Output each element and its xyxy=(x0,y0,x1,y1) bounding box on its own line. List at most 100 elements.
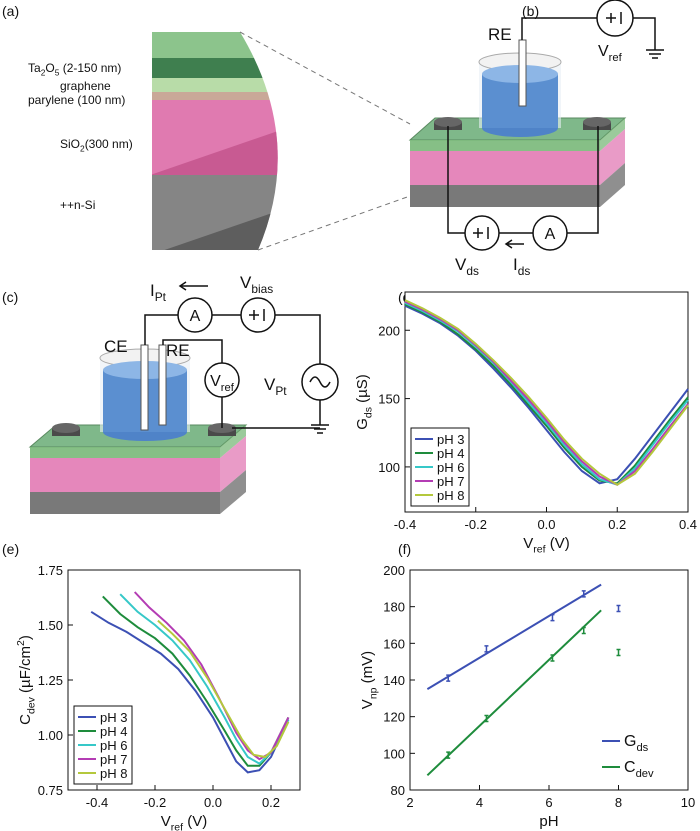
text-segment: (µF/cm xyxy=(17,646,34,697)
plus-sign xyxy=(473,227,489,239)
text-segment: ds xyxy=(363,407,375,418)
text-segment: dev xyxy=(636,768,654,780)
y-tick-label: 160 xyxy=(383,636,405,651)
data-point xyxy=(581,590,586,598)
ammeter-circle xyxy=(177,297,213,333)
text-segment: (mV) xyxy=(359,651,376,688)
electrode-top xyxy=(583,117,611,127)
y-axis-label: Cdev (µF/cm2) xyxy=(15,635,38,725)
ammeter-circle xyxy=(532,215,568,251)
y-axis-label: Gds (µS) xyxy=(354,374,375,430)
text-segment: (V) xyxy=(546,535,570,552)
y-tick-label: 150 xyxy=(378,392,400,407)
text-segment: 2 xyxy=(41,68,46,78)
side-layer xyxy=(220,436,246,492)
x-tick-label: 4 xyxy=(476,795,483,810)
legend-label: pH 8 xyxy=(100,766,127,781)
text-segment: bias xyxy=(251,282,273,296)
y-tick-label: 180 xyxy=(383,600,405,615)
text-segment: V xyxy=(264,375,276,394)
legend-label: pH 7 xyxy=(437,474,464,489)
rod xyxy=(518,39,527,107)
electrode-top xyxy=(52,423,80,433)
wire xyxy=(275,314,321,364)
y-axis-label: Vnp (mV) xyxy=(359,651,380,709)
text-segment: Pt xyxy=(275,384,287,398)
x-tick-label: -0.2 xyxy=(144,795,166,810)
text-segment: (µS) xyxy=(354,374,371,407)
ground xyxy=(311,424,329,434)
vref-label-circle xyxy=(204,362,240,398)
legend-label: pH 4 xyxy=(100,724,127,739)
side-layer xyxy=(220,470,246,514)
layer-label: SiO2(300 nm) xyxy=(60,137,133,154)
re-label: RE xyxy=(488,25,512,44)
layer-stack xyxy=(152,32,278,250)
text-segment: G xyxy=(624,733,636,750)
side-layer xyxy=(600,118,625,151)
text-segment: V xyxy=(161,813,171,830)
y-tick-label: 200 xyxy=(383,563,405,578)
series-line xyxy=(90,610,290,774)
front-layer xyxy=(30,492,220,514)
arrow xyxy=(504,239,524,249)
rod xyxy=(158,344,167,426)
y-tick-label: 200 xyxy=(378,323,400,338)
legend-label: pH 8 xyxy=(437,488,464,503)
layer-label: parylene (100 nm) xyxy=(28,93,125,107)
text-segment: ref xyxy=(171,822,183,831)
data-point xyxy=(446,751,451,759)
ammeter: A xyxy=(545,226,556,243)
text-segment: Pt xyxy=(155,290,167,304)
legend-label: pH 7 xyxy=(100,752,127,767)
series-line xyxy=(404,303,689,485)
x-tick-label: -0.4 xyxy=(86,795,108,810)
side-layer xyxy=(600,129,625,185)
ground xyxy=(646,49,664,59)
text-segment: I xyxy=(150,281,155,300)
data-point xyxy=(550,613,555,622)
wire xyxy=(633,17,656,50)
plot-frame xyxy=(409,569,689,791)
y-tick-label: 80 xyxy=(391,783,405,798)
series-line xyxy=(102,595,290,767)
text-segment: O xyxy=(45,61,54,75)
y-tick-label: 1.75 xyxy=(38,563,63,578)
re-label: RE xyxy=(166,341,190,360)
text-segment: ref xyxy=(533,544,545,556)
ipt-label: IPt xyxy=(150,281,167,304)
panel-label: (b) xyxy=(522,3,539,19)
vref-label: Vref xyxy=(210,373,235,394)
text-segment: ref xyxy=(609,52,623,64)
text-segment: Ta xyxy=(28,61,41,75)
data-point xyxy=(581,626,586,635)
text-segment: ref xyxy=(221,382,235,394)
vref-label: Vref xyxy=(598,43,623,64)
plus-sign xyxy=(606,12,622,24)
x-tick-label: -0.2 xyxy=(465,517,487,532)
front-layer xyxy=(410,151,600,185)
legend-label: pH 4 xyxy=(437,446,464,461)
plus-sign xyxy=(249,309,265,321)
text-segment: I xyxy=(513,255,518,274)
legend-label: Cdev xyxy=(624,759,654,780)
x-tick-label: 0.2 xyxy=(262,795,280,810)
arrow xyxy=(178,281,208,291)
text-segment: (2-150 nm) xyxy=(59,61,121,75)
ids-label: Ids xyxy=(513,255,530,278)
data-point xyxy=(550,654,555,662)
y-tick-label: 120 xyxy=(383,710,405,725)
series-line xyxy=(404,299,689,486)
panel-label: (f) xyxy=(398,541,411,557)
vpt-label: VPt xyxy=(264,375,287,398)
series-line xyxy=(119,593,290,765)
ce-label: CE xyxy=(104,337,128,356)
text-segment: V xyxy=(523,535,533,552)
electrode-top xyxy=(434,117,462,127)
y-tick-label: 140 xyxy=(383,673,405,688)
data-point xyxy=(484,714,489,723)
text-segment: G xyxy=(354,418,371,430)
text-segment: ds xyxy=(636,742,648,754)
y-tick-label: 100 xyxy=(383,746,405,761)
